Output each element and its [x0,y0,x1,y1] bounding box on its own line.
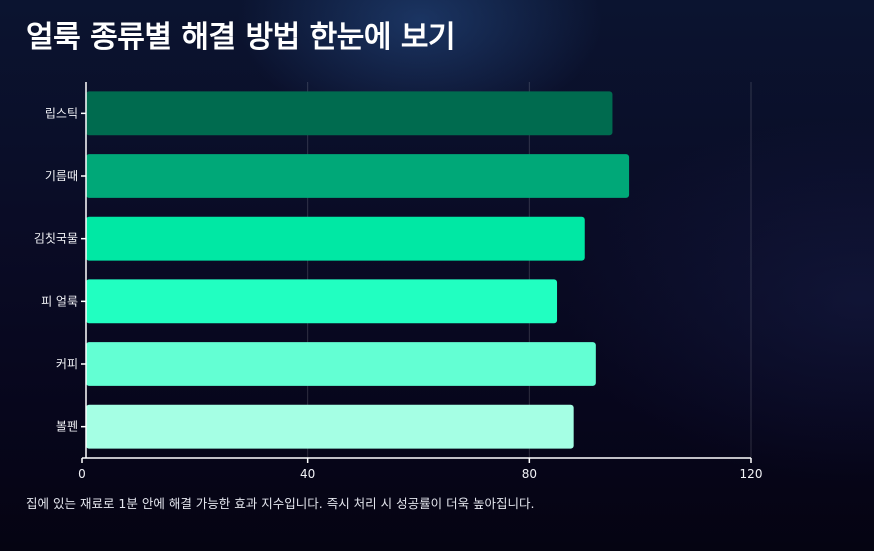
x-tick-label: 0 [78,467,86,481]
bar [86,216,585,261]
y-tick-label: 커피 [56,357,78,371]
chart-caption: 집에 있는 재료로 1분 안에 해결 가능한 효과 지수입니다. 즉시 처리 시… [26,496,535,511]
y-tick-label: 립스틱 [45,106,78,120]
bars-group [86,91,630,449]
bar [86,279,558,324]
x-tick-label: 40 [300,467,315,481]
axes-group [81,82,752,463]
x-tick-labels: 0 40 80 120 [78,467,762,481]
bar [86,404,574,449]
bar [86,91,613,136]
y-tick-label: 기름때 [45,169,78,183]
y-tick-label: 피 얼룩 [41,294,78,308]
chart-title: 얼룩 종류별 해결 방법 한눈에 보기 [26,20,456,55]
y-tick-label: 볼펜 [56,420,78,434]
bar [86,154,630,198]
y-tick-label: 김칫국물 [34,232,78,246]
x-tick-label: 80 [522,467,537,481]
grid-lines [307,82,752,458]
x-tick-label: 120 [740,467,763,481]
bar [86,342,596,386]
